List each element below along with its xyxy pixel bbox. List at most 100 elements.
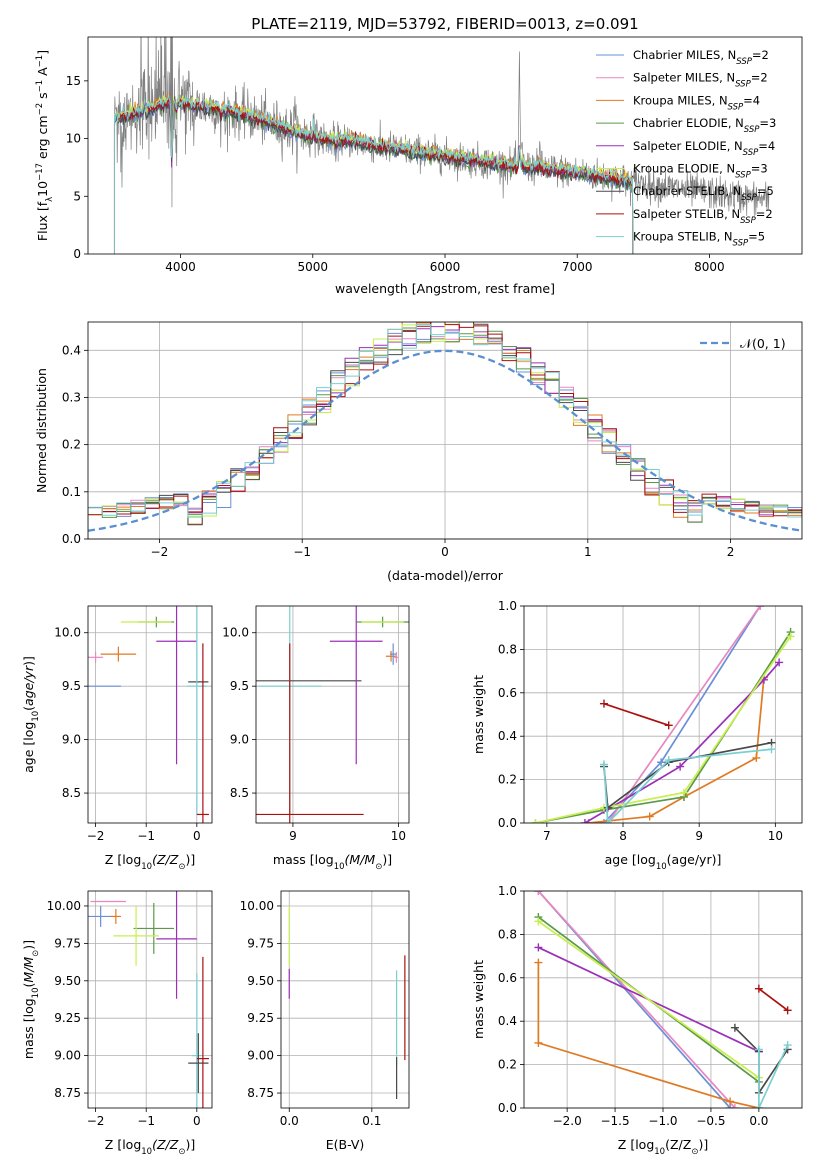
mass-vs-ebv-marks xyxy=(288,905,406,1100)
y-tick-label: 5 xyxy=(73,189,81,203)
x-tick-label: −2 xyxy=(151,545,169,559)
y-tick-label: 10.00 xyxy=(240,899,274,913)
error-bar xyxy=(113,905,159,966)
legend: Chabrier MILES, NSSP=2 Salpeter MILES, NS… xyxy=(596,48,776,249)
y-tick-label: 0 xyxy=(73,247,81,261)
legend-entry: Salpeter STELIB, NSSP=2 xyxy=(633,207,773,226)
y-tick-label: 9.50 xyxy=(54,974,81,988)
marker xyxy=(756,606,765,610)
y-tick-label: 0.3 xyxy=(62,390,81,404)
axes-frame xyxy=(523,605,803,824)
x-tick-label: 0 xyxy=(193,829,201,843)
series-line xyxy=(584,661,780,823)
series-line xyxy=(758,1044,789,1108)
model-spectrum xyxy=(113,97,634,254)
marker xyxy=(752,753,761,762)
marker xyxy=(679,788,688,797)
marker xyxy=(534,958,543,967)
y-tick-label: 9.00 xyxy=(54,1049,81,1063)
y-tick-label: 10.0 xyxy=(54,626,81,640)
y-tick-label: 9.5 xyxy=(230,679,249,693)
mass-vs-ebv-panel: 0.0 0.1 8.75 9.00 9.25 9.50 9.75 10.00 E(B-V) xyxy=(240,890,410,1152)
axes-frame xyxy=(523,890,803,1109)
error-bar xyxy=(196,643,209,823)
marker xyxy=(531,819,540,823)
x-tick-label: −1.5 xyxy=(600,1114,629,1128)
massweight-vs-Z-panel: −2.0 −1.5 −1.0 −0.5 0.0 0.0 0.2 0.4 0.6 0.8 1.0 Z [… xyxy=(471,884,803,1157)
figure-title: PLATE=2119, MJD=53792, FIBERID=0013, z=0… xyxy=(251,15,638,33)
y-tick-label: 0.2 xyxy=(62,438,81,452)
x-axis-label: wavelength [Angstrom, rest frame] xyxy=(335,281,555,296)
marker xyxy=(534,1038,543,1047)
marker xyxy=(730,1023,739,1032)
y-tick-label: 10 xyxy=(66,132,81,146)
massweight-vs-age-marks xyxy=(531,606,795,823)
massweight-vs-Z-marks xyxy=(534,891,792,1108)
y-tick-label: 0.2 xyxy=(498,773,517,787)
mass-vs-Z-marks xyxy=(88,891,209,1108)
y-axis-label: mass weight xyxy=(471,960,486,1039)
y-tick-label: 9.0 xyxy=(62,733,81,747)
error-bar xyxy=(329,606,383,765)
marker xyxy=(534,943,543,952)
x-tick-label: 8000 xyxy=(694,260,725,274)
x-tick-label: 8 xyxy=(619,829,627,843)
y-tick-label: 10.00 xyxy=(47,899,81,913)
marker xyxy=(603,819,612,823)
marker xyxy=(599,819,608,823)
y-tick-label: 9.5 xyxy=(62,679,81,693)
legend-entry: Kroupa STELIB, NSSP=5 xyxy=(633,230,765,249)
x-tick-label: 6000 xyxy=(430,260,461,274)
marker xyxy=(783,1006,792,1015)
age-vs-Z-marks xyxy=(88,606,209,823)
x-tick-label: 7000 xyxy=(562,260,593,274)
legend-entry: Chabrier ELODIE, NSSP=3 xyxy=(633,116,776,135)
y-tick-label: 8.75 xyxy=(247,1086,274,1100)
error-bar xyxy=(188,1033,209,1094)
error-bar xyxy=(156,891,197,999)
x-axis-label: Z [log10(Z/Z⊙)] xyxy=(618,1137,708,1157)
series-line xyxy=(537,962,760,1108)
x-tick-label: 2 xyxy=(727,545,735,559)
legend-entry: Kroupa MILES, NSSP=4 xyxy=(633,93,760,112)
y-axis-label: mass [log10(M/M⊙)] xyxy=(21,940,41,1059)
y-tick-label: 0.4 xyxy=(498,1014,517,1028)
x-tick-label: −2 xyxy=(87,829,105,843)
y-tick-label: 9.0 xyxy=(230,733,249,747)
y-tick-label: 8.75 xyxy=(54,1086,81,1100)
series-line xyxy=(535,631,792,823)
x-axis-label: (data-model)/error xyxy=(387,568,504,583)
error-bar xyxy=(88,651,104,663)
marker xyxy=(645,812,654,821)
y-tick-label: 9.75 xyxy=(247,936,274,950)
spectrum-panel: 4000 5000 6000 7000 8000 0 5 10 15 wavelength [An… xyxy=(35,36,803,296)
x-tick-label: 4000 xyxy=(165,260,196,274)
age-vs-Z-panel: −2 −1 0 8.5 9.0 9.5 10.0 Z [log10(Z/Z⊙)] age [lo… xyxy=(21,605,213,872)
y-axis-label: Flux [fλ10−17 erg cm−2 s−1 A−1] xyxy=(35,50,55,241)
x-tick-label: 0.0 xyxy=(280,1114,299,1128)
error-bar xyxy=(191,973,202,1108)
residuals-panel: −2 −1 0 1 2 0.0 0.1 0.2 0.3 0.4 (data-model)/error… xyxy=(34,321,803,583)
y-tick-label: 8.5 xyxy=(230,786,249,800)
y-tick-label: 0.8 xyxy=(498,642,517,656)
error-bar xyxy=(156,606,197,765)
marker xyxy=(534,917,543,926)
axes-frame xyxy=(87,605,213,824)
y-tick-label: 0.8 xyxy=(498,927,517,941)
x-tick-label: 5000 xyxy=(298,260,329,274)
error-bar xyxy=(100,646,137,662)
y-axis-label: Normed distribution xyxy=(34,368,49,493)
age-vs-mass-panel: 9 10 8.5 9.0 9.5 10.0 mass [log10(M/M⊙)] xyxy=(222,605,410,872)
y-tick-label: 8.5 xyxy=(62,786,81,800)
marker xyxy=(786,632,795,641)
axes-frame xyxy=(87,890,213,1109)
y-tick-label: 0.1 xyxy=(62,485,81,499)
marker xyxy=(664,721,673,730)
axes-frame xyxy=(87,36,803,255)
x-tick-label: 7 xyxy=(543,829,551,843)
x-tick-label: 10 xyxy=(391,829,406,843)
x-tick-label: −0.5 xyxy=(696,1114,725,1128)
marker xyxy=(580,819,589,823)
y-tick-label: 10.0 xyxy=(222,626,249,640)
